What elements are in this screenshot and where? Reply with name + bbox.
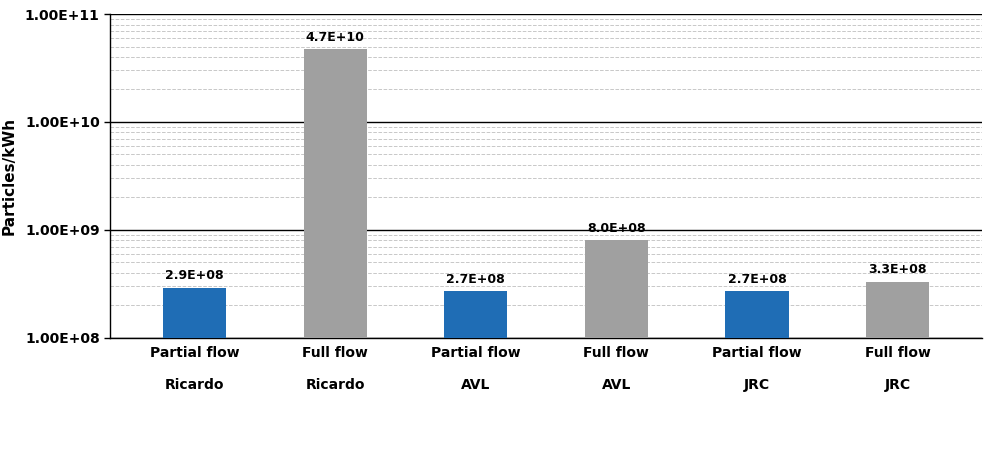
Y-axis label: Particles/kWh: Particles/kWh: [2, 117, 17, 235]
Text: 2.7E+08: 2.7E+08: [727, 273, 787, 286]
Bar: [725, 291, 789, 469]
Bar: [444, 291, 507, 469]
Text: 3.3E+08: 3.3E+08: [869, 264, 927, 276]
Text: 4.7E+10: 4.7E+10: [306, 31, 365, 44]
Bar: [163, 288, 226, 469]
Text: 2.7E+08: 2.7E+08: [447, 273, 505, 286]
Text: 2.9E+08: 2.9E+08: [165, 270, 223, 282]
Bar: [304, 49, 367, 469]
Bar: [585, 240, 648, 469]
Text: 8.0E+08: 8.0E+08: [587, 222, 645, 235]
Bar: [866, 282, 929, 469]
